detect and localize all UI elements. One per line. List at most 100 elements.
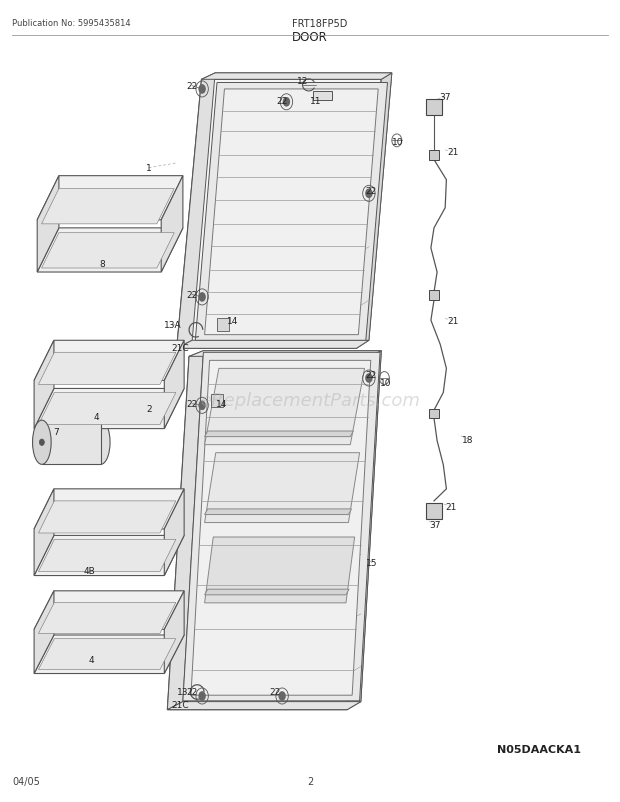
Polygon shape <box>167 351 203 710</box>
Text: 12: 12 <box>297 77 308 87</box>
Text: 37: 37 <box>430 520 441 530</box>
Text: 11: 11 <box>311 96 322 106</box>
Polygon shape <box>37 229 183 273</box>
Text: 22: 22 <box>277 96 288 106</box>
Polygon shape <box>205 453 360 523</box>
Polygon shape <box>34 489 54 576</box>
Text: 1: 1 <box>146 164 152 173</box>
Polygon shape <box>34 635 184 674</box>
Polygon shape <box>164 341 184 429</box>
Polygon shape <box>183 353 380 701</box>
Polygon shape <box>177 341 369 349</box>
Text: 21: 21 <box>447 148 458 157</box>
Circle shape <box>198 85 206 95</box>
Text: 14: 14 <box>216 399 228 409</box>
Text: 4B: 4B <box>84 566 95 576</box>
Polygon shape <box>37 176 183 221</box>
Text: 14: 14 <box>227 316 238 326</box>
Bar <box>429 291 439 301</box>
Text: 18: 18 <box>463 435 474 444</box>
Text: 10: 10 <box>380 379 391 388</box>
Polygon shape <box>205 509 352 515</box>
Polygon shape <box>164 591 184 674</box>
Text: 22: 22 <box>187 82 198 91</box>
Circle shape <box>365 374 373 383</box>
Polygon shape <box>38 540 176 572</box>
Text: 04/05: 04/05 <box>12 776 40 786</box>
Text: 4: 4 <box>89 654 95 664</box>
Bar <box>426 504 442 520</box>
Polygon shape <box>177 74 215 349</box>
Text: 22: 22 <box>187 687 198 696</box>
Circle shape <box>198 401 206 411</box>
Circle shape <box>278 691 286 701</box>
Text: 21C: 21C <box>171 343 188 353</box>
Text: eReplacementParts.com: eReplacementParts.com <box>200 392 420 410</box>
Circle shape <box>198 293 206 302</box>
Polygon shape <box>189 351 381 357</box>
Text: 22: 22 <box>187 399 198 409</box>
Polygon shape <box>205 90 378 335</box>
Text: Publication No: 5995435814: Publication No: 5995435814 <box>12 19 131 28</box>
Circle shape <box>40 439 45 446</box>
Polygon shape <box>42 233 174 269</box>
Polygon shape <box>34 489 184 529</box>
Polygon shape <box>37 176 59 273</box>
Polygon shape <box>34 341 184 381</box>
Polygon shape <box>205 369 365 445</box>
Text: 7: 7 <box>53 427 59 436</box>
Polygon shape <box>42 420 100 465</box>
Polygon shape <box>183 351 381 702</box>
Text: 22: 22 <box>365 371 376 380</box>
Polygon shape <box>205 589 349 595</box>
Circle shape <box>198 691 206 701</box>
Polygon shape <box>34 536 184 576</box>
Polygon shape <box>42 189 174 225</box>
Text: 22: 22 <box>187 290 198 300</box>
Text: 13A: 13A <box>164 320 181 330</box>
Polygon shape <box>164 489 184 576</box>
Text: DOOR: DOOR <box>292 30 328 43</box>
Polygon shape <box>38 639 176 670</box>
Text: 21: 21 <box>446 502 457 512</box>
Polygon shape <box>34 389 184 429</box>
Polygon shape <box>167 357 369 710</box>
Text: 22: 22 <box>365 186 376 196</box>
Circle shape <box>365 189 373 199</box>
Polygon shape <box>356 74 392 349</box>
Text: 22: 22 <box>270 687 281 696</box>
Polygon shape <box>202 74 392 80</box>
Polygon shape <box>192 74 392 341</box>
Polygon shape <box>167 702 361 710</box>
Polygon shape <box>347 351 381 710</box>
Polygon shape <box>177 80 381 349</box>
Bar <box>426 99 442 115</box>
Bar <box>313 91 332 101</box>
Polygon shape <box>211 395 223 407</box>
Polygon shape <box>191 361 371 695</box>
Circle shape <box>283 98 290 107</box>
Bar <box>429 409 439 419</box>
Bar <box>429 151 439 160</box>
Polygon shape <box>38 501 176 533</box>
Text: 37: 37 <box>440 93 451 103</box>
Polygon shape <box>217 318 229 331</box>
Polygon shape <box>205 537 355 603</box>
Polygon shape <box>161 176 183 273</box>
Text: 8: 8 <box>99 260 105 269</box>
Polygon shape <box>34 591 54 674</box>
Polygon shape <box>38 353 176 385</box>
Text: 13: 13 <box>177 687 188 696</box>
Polygon shape <box>38 603 176 634</box>
Text: FRT18FP5D: FRT18FP5D <box>291 19 347 29</box>
Text: 15: 15 <box>366 558 378 568</box>
Text: N05DAACKA1: N05DAACKA1 <box>497 744 582 754</box>
Text: 10: 10 <box>392 138 404 148</box>
Ellipse shape <box>33 420 51 464</box>
Polygon shape <box>34 341 54 429</box>
Text: 21C: 21C <box>171 699 188 709</box>
Polygon shape <box>34 591 184 630</box>
Ellipse shape <box>92 420 110 464</box>
Text: 4: 4 <box>93 412 99 422</box>
Polygon shape <box>195 83 388 341</box>
